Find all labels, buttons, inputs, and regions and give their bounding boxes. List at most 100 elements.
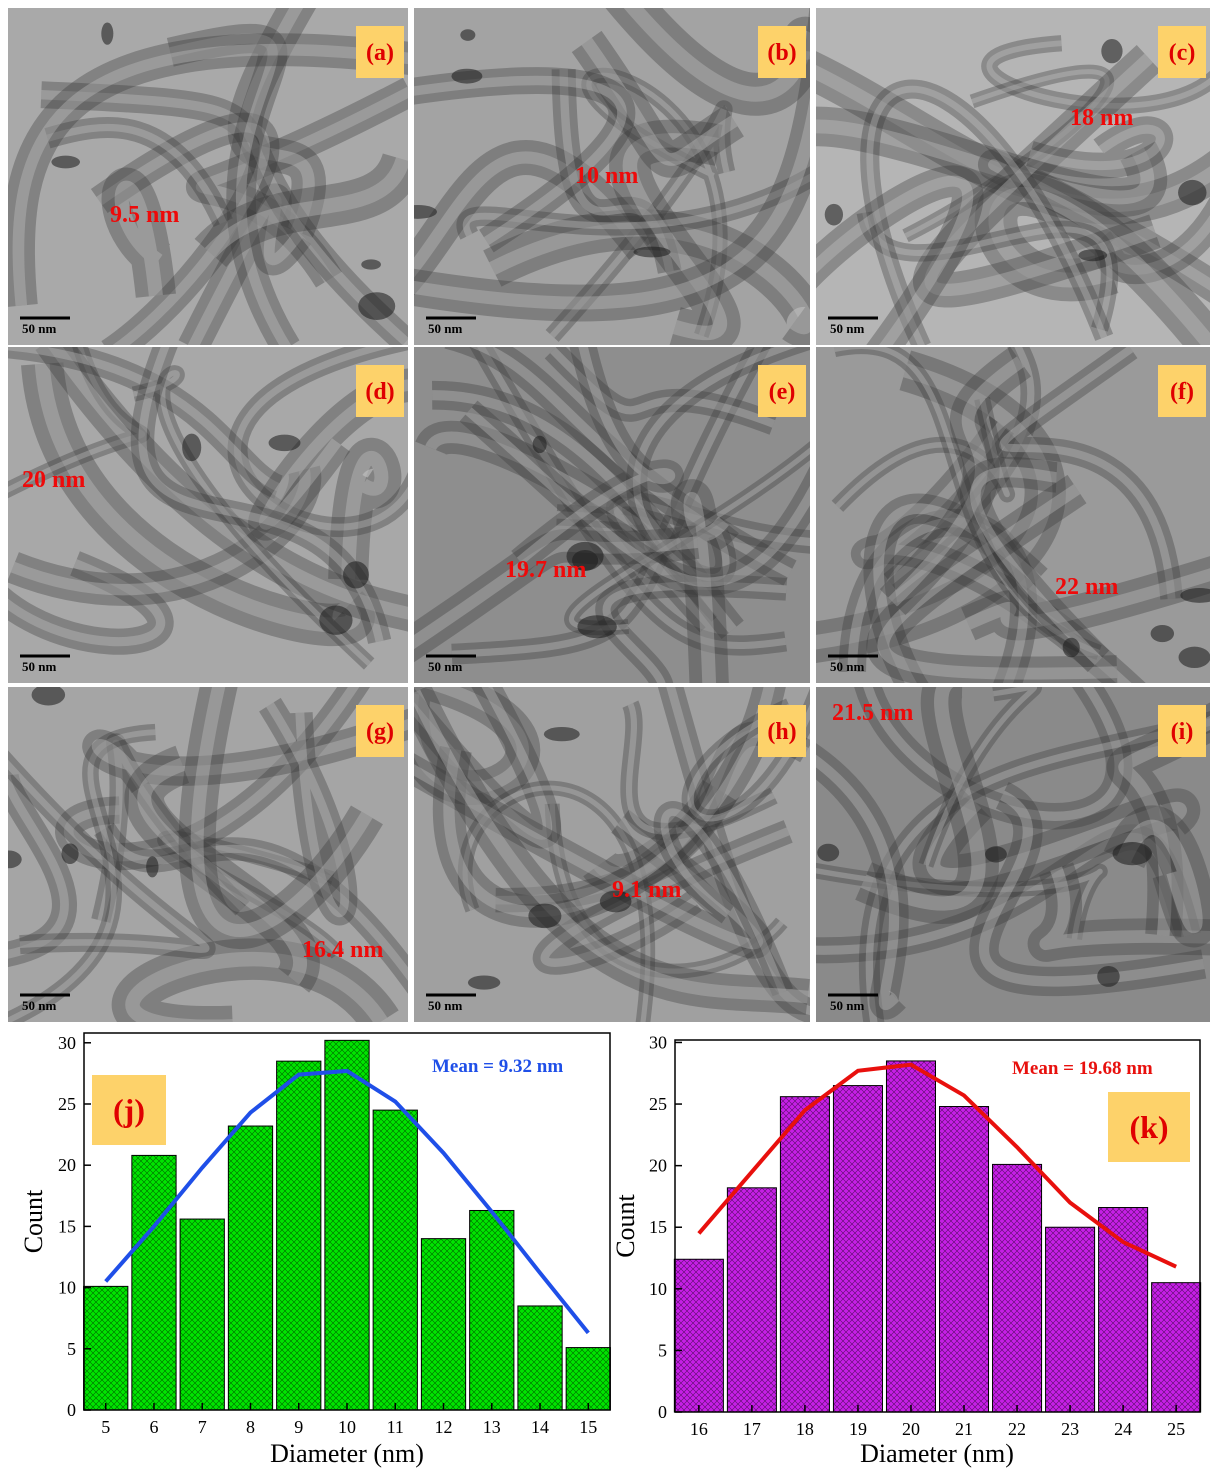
bar-hatch bbox=[886, 1061, 935, 1412]
x-tick-label: 23 bbox=[1061, 1419, 1079, 1439]
bar-hatch bbox=[780, 1097, 829, 1412]
scale-label: 50 nm bbox=[22, 659, 56, 674]
bar-hatch bbox=[940, 1107, 989, 1412]
scale-label: 50 nm bbox=[22, 998, 56, 1013]
particle bbox=[51, 156, 80, 169]
y-tick-label: 10 bbox=[58, 1278, 76, 1298]
y-tick-label: 30 bbox=[58, 1033, 76, 1053]
size-label: 19.7 nm bbox=[505, 557, 586, 583]
panel-tag: (h) bbox=[767, 719, 796, 745]
particle bbox=[468, 975, 500, 989]
panel-tag: (e) bbox=[769, 379, 796, 405]
x-tick-label: 22 bbox=[1008, 1419, 1026, 1439]
y-tick-label: 15 bbox=[649, 1217, 667, 1237]
panel-tag: (i) bbox=[1171, 719, 1194, 745]
bar-hatch bbox=[373, 1110, 417, 1410]
y-tick-label: 10 bbox=[649, 1279, 667, 1299]
particle bbox=[1078, 249, 1107, 261]
bar-hatch bbox=[993, 1164, 1042, 1412]
x-tick-label: 16 bbox=[690, 1419, 708, 1439]
y-tick-label: 25 bbox=[649, 1094, 667, 1114]
bar-hatch bbox=[277, 1061, 321, 1410]
bar-hatch bbox=[325, 1040, 369, 1410]
bar-hatch bbox=[132, 1155, 176, 1410]
particle bbox=[985, 846, 1007, 862]
panel-tag: (c) bbox=[1169, 40, 1196, 66]
particle bbox=[343, 561, 369, 588]
size-label: 10 nm bbox=[575, 163, 638, 189]
y-tick-label: 0 bbox=[67, 1400, 76, 1420]
panel-tag: (g) bbox=[366, 719, 394, 745]
particle bbox=[825, 204, 843, 226]
x-tick-label: 17 bbox=[743, 1419, 761, 1439]
y-axis-title: Count bbox=[611, 1193, 640, 1257]
particle bbox=[361, 259, 381, 269]
size-label: 9.1 nm bbox=[612, 877, 681, 903]
bar-hatch bbox=[180, 1219, 224, 1410]
size-label: 18 nm bbox=[1070, 105, 1133, 131]
x-axis-title: Diameter (nm) bbox=[270, 1439, 424, 1468]
y-tick-label: 20 bbox=[58, 1155, 76, 1175]
x-tick-label: 9 bbox=[294, 1417, 303, 1437]
y-tick-label: 25 bbox=[58, 1094, 76, 1114]
particle bbox=[544, 727, 580, 741]
x-tick-label: 6 bbox=[149, 1417, 158, 1437]
x-tick-label: 14 bbox=[531, 1417, 549, 1437]
scale-label: 50 nm bbox=[428, 659, 462, 674]
size-label: 16.4 nm bbox=[302, 937, 383, 963]
x-tick-label: 8 bbox=[246, 1417, 255, 1437]
x-tick-label: 18 bbox=[796, 1419, 814, 1439]
bar-hatch bbox=[727, 1188, 776, 1412]
panel-tag: (a) bbox=[366, 40, 394, 66]
particle bbox=[1063, 638, 1080, 658]
y-tick-label: 0 bbox=[658, 1402, 667, 1422]
particle bbox=[633, 247, 670, 258]
particle bbox=[528, 904, 561, 929]
x-tick-label: 7 bbox=[198, 1417, 207, 1437]
mean-annotation: Mean = 19.68 nm bbox=[1012, 1058, 1153, 1079]
particle bbox=[146, 856, 158, 877]
x-tick-label: 15 bbox=[579, 1417, 597, 1437]
bar-hatch bbox=[228, 1126, 272, 1410]
particle bbox=[61, 843, 78, 864]
particle bbox=[1113, 842, 1152, 865]
panel-tag: (f) bbox=[1170, 379, 1194, 405]
scale-label: 50 nm bbox=[428, 998, 462, 1013]
x-tick-label: 19 bbox=[849, 1419, 867, 1439]
bar-hatch bbox=[421, 1239, 465, 1410]
x-axis-title: Diameter (nm) bbox=[860, 1439, 1014, 1468]
size-label: 22 nm bbox=[1055, 574, 1118, 600]
y-tick-label: 5 bbox=[67, 1339, 76, 1359]
particle bbox=[451, 69, 482, 84]
particle bbox=[533, 436, 547, 453]
x-tick-label: 5 bbox=[101, 1417, 110, 1437]
scale-label: 50 nm bbox=[830, 321, 864, 336]
y-tick-label: 20 bbox=[649, 1156, 667, 1176]
x-tick-label: 21 bbox=[955, 1419, 973, 1439]
particle bbox=[269, 435, 301, 451]
particle bbox=[358, 292, 395, 320]
particle bbox=[577, 615, 616, 638]
particle bbox=[101, 22, 113, 44]
bar-hatch bbox=[1099, 1208, 1148, 1412]
x-tick-label: 12 bbox=[435, 1417, 453, 1437]
particle bbox=[460, 29, 475, 41]
scale-label: 50 nm bbox=[428, 321, 462, 336]
x-tick-label: 11 bbox=[387, 1417, 404, 1437]
bar-hatch bbox=[833, 1086, 882, 1412]
particle bbox=[1101, 39, 1122, 63]
x-tick-label: 24 bbox=[1114, 1419, 1132, 1439]
scale-label: 50 nm bbox=[830, 659, 864, 674]
bar-hatch bbox=[566, 1348, 610, 1410]
particle bbox=[1179, 647, 1210, 668]
x-tick-label: 20 bbox=[902, 1419, 920, 1439]
x-tick-label: 10 bbox=[338, 1417, 356, 1437]
y-tick-label: 15 bbox=[58, 1216, 76, 1236]
particle bbox=[817, 844, 839, 862]
x-tick-label: 25 bbox=[1167, 1419, 1185, 1439]
size-label: 21.5 nm bbox=[832, 700, 913, 726]
size-label: 9.5 nm bbox=[110, 202, 179, 228]
panel-tag: (d) bbox=[365, 379, 394, 405]
bar-hatch bbox=[674, 1259, 723, 1412]
size-label: 20 nm bbox=[22, 467, 85, 493]
